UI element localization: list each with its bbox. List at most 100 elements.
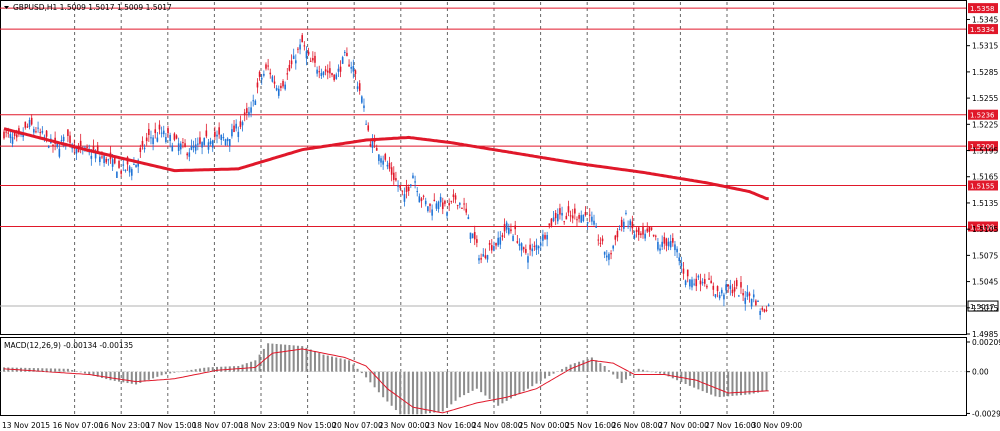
- candle-body: [716, 286, 719, 292]
- candle-body: [148, 128, 150, 136]
- macd-bar: [471, 371, 474, 391]
- candle-body: [133, 164, 135, 166]
- candle-body: [120, 170, 122, 174]
- candle-body: [627, 225, 629, 227]
- candle-body: [128, 166, 131, 173]
- candle-body: [190, 145, 193, 150]
- macd-bar: [676, 371, 679, 381]
- time-label: 23 Nov 00:00: [379, 421, 430, 430]
- candle-body: [228, 139, 231, 147]
- macd-bar: [633, 371, 636, 373]
- candle-body: [593, 220, 595, 225]
- candle-body: [197, 143, 199, 145]
- macd-bar: [752, 371, 755, 394]
- price-tick-label: 1.5195: [972, 147, 998, 156]
- macd-bar: [646, 370, 649, 372]
- candle-body: [231, 129, 233, 137]
- candle-body: [514, 225, 516, 230]
- candle-body: [435, 203, 438, 209]
- candle-body: [708, 278, 710, 280]
- candle-body: [118, 160, 120, 168]
- candle-body: [186, 153, 188, 156]
- candle-body: [386, 164, 389, 167]
- macd-bar: [569, 364, 572, 372]
- macd-bar: [616, 371, 619, 379]
- candle-body: [667, 241, 670, 247]
- candle-body: [597, 239, 600, 241]
- candle-body: [680, 263, 683, 267]
- candle-body: [584, 212, 587, 216]
- candle-body: [252, 100, 255, 102]
- candle-body: [595, 226, 597, 228]
- macd-bar: [343, 359, 346, 372]
- candle-body: [184, 143, 186, 147]
- candle-body: [258, 71, 261, 77]
- candle-body: [312, 58, 314, 61]
- symbol-header[interactable]: GBPUSD,H1 1.5009 1.5017 1.5009 1.5017: [4, 3, 172, 12]
- price-tick-label: 1.5315: [972, 42, 998, 51]
- macd-tick-label: 0.00209: [972, 338, 1000, 347]
- macd-bar: [701, 371, 704, 392]
- candle-body: [542, 234, 544, 241]
- candle-body: [371, 140, 374, 149]
- candle-body: [488, 242, 491, 245]
- candle-body: [661, 241, 663, 247]
- candle-body: [143, 147, 146, 150]
- candle-body: [350, 67, 352, 69]
- macd-bar: [220, 366, 223, 372]
- candle-body: [182, 142, 184, 144]
- candle-body: [260, 77, 263, 80]
- candle-body: [437, 201, 440, 210]
- macd-header: MACD(12,26,9) -0.00134 -0.00135: [4, 341, 133, 350]
- candle-body: [546, 235, 548, 240]
- macd-bar: [420, 371, 423, 415]
- macd-bar: [267, 343, 270, 372]
- candle-body: [520, 243, 523, 251]
- candle-body: [439, 196, 442, 203]
- candle-body: [623, 221, 625, 229]
- candle-body: [612, 245, 614, 249]
- candle-body: [341, 57, 344, 64]
- candle-body: [269, 72, 272, 75]
- macd-bar: [377, 371, 380, 393]
- candle-body: [122, 164, 125, 166]
- candle-body: [199, 137, 201, 144]
- candle-body: [284, 84, 286, 90]
- moving-average-line: [3, 127, 769, 201]
- macd-bar: [169, 371, 172, 374]
- macd-bar: [441, 371, 444, 412]
- time-label: 18 Nov 23:00: [239, 421, 290, 430]
- macd-bar: [411, 371, 414, 415]
- candle-body: [635, 229, 638, 233]
- macd-bar: [565, 366, 568, 372]
- macd-bar: [544, 371, 547, 379]
- candle-body: [665, 238, 668, 246]
- macd-bar: [403, 371, 406, 415]
- candle-body: [111, 159, 114, 167]
- macd-bar: [75, 371, 78, 372]
- candle-body: [503, 224, 506, 232]
- candle-body: [605, 255, 608, 258]
- candle-body: [22, 133, 24, 138]
- chevron-down-icon[interactable]: [4, 6, 9, 9]
- candle-body: [241, 122, 244, 126]
- candle-body: [309, 60, 312, 62]
- macd-bar: [83, 371, 86, 374]
- candle-body: [601, 238, 604, 242]
- candle-body: [452, 194, 455, 198]
- macd-bar: [492, 371, 495, 403]
- candle-body: [676, 248, 678, 253]
- candle-body: [695, 278, 698, 287]
- price-tick-label: 1.4985: [972, 330, 998, 339]
- candle-body: [740, 282, 742, 288]
- candle-body: [237, 131, 240, 137]
- macd-tick-label: 0.00: [972, 368, 989, 377]
- candle-body: [297, 48, 299, 50]
- candle-body: [674, 244, 676, 251]
- candle-body: [416, 191, 419, 193]
- candle-body: [544, 235, 546, 239]
- candle-body: [539, 243, 542, 246]
- candle-body: [239, 121, 242, 127]
- macd-bar: [49, 368, 52, 372]
- candle-body: [763, 309, 766, 312]
